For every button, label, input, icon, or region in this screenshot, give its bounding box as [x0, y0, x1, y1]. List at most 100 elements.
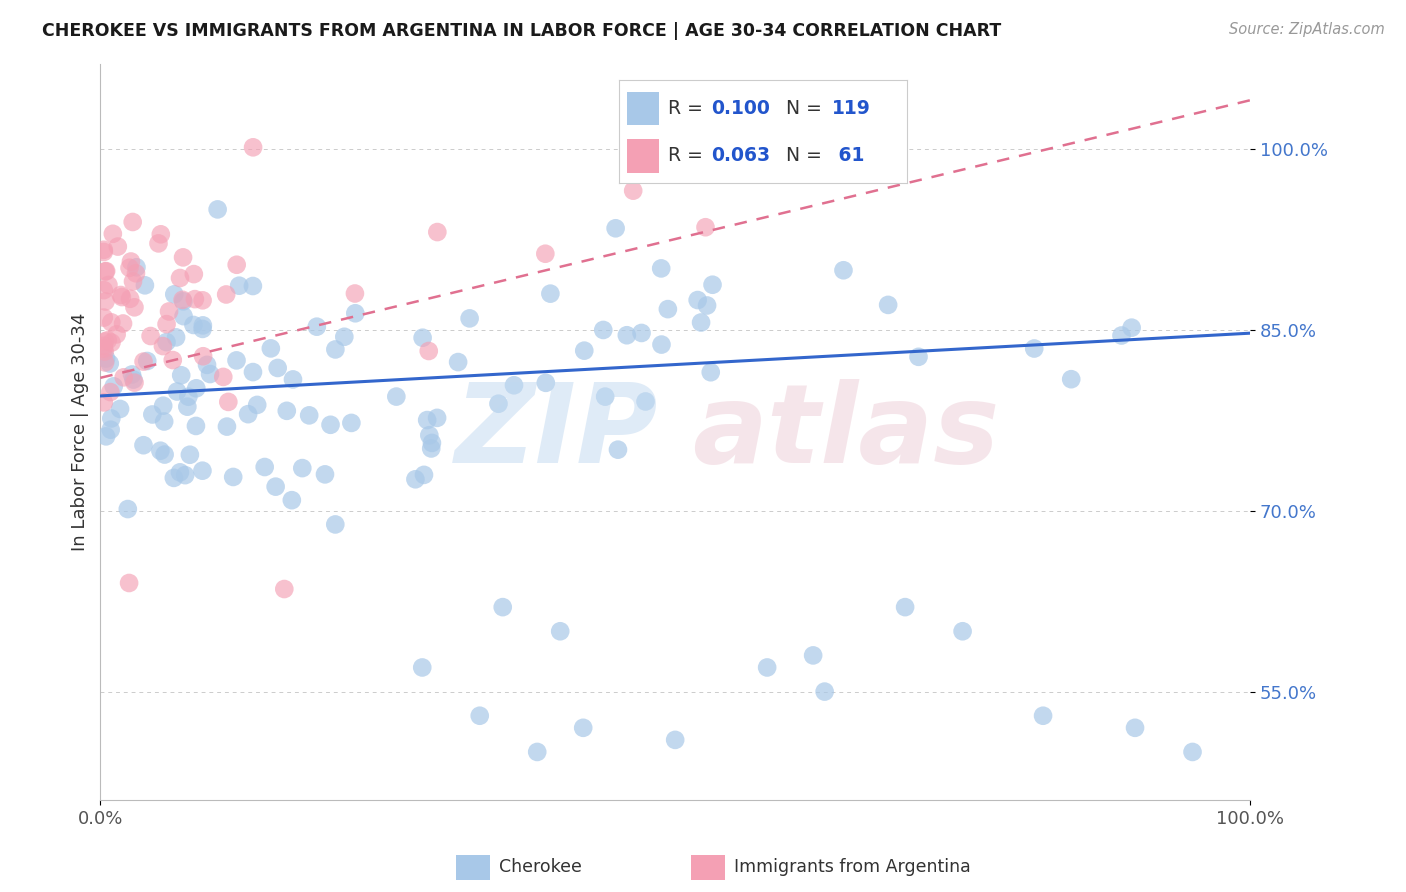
Point	[94, 355, 117, 369]
Point	[148, 236, 170, 251]
Point	[94, 264, 117, 278]
Point	[100, 423, 122, 437]
Point	[413, 467, 436, 482]
Point	[267, 361, 290, 376]
Point	[447, 355, 470, 369]
Point	[124, 301, 146, 315]
Point	[228, 278, 250, 293]
Text: Immigrants from Argentina: Immigrants from Argentina	[734, 858, 970, 877]
Point	[534, 246, 557, 260]
Point	[1060, 372, 1083, 386]
Point	[291, 461, 314, 475]
Point	[183, 267, 205, 281]
Point	[468, 708, 491, 723]
Point	[593, 390, 616, 404]
Point	[212, 370, 235, 384]
Bar	[627, 139, 659, 173]
Point	[94, 344, 117, 359]
Point	[907, 350, 929, 364]
Point	[166, 384, 188, 399]
Point	[191, 318, 214, 333]
Point	[94, 294, 117, 309]
Point	[100, 335, 122, 350]
Point	[100, 411, 122, 425]
Point	[132, 438, 155, 452]
Point	[98, 385, 121, 400]
Point	[1181, 745, 1204, 759]
Point	[155, 335, 177, 350]
Point	[488, 397, 510, 411]
Point	[686, 293, 709, 307]
Point	[281, 493, 304, 508]
Point	[172, 294, 194, 309]
Point	[172, 251, 194, 265]
Point	[420, 436, 443, 450]
Point	[93, 243, 115, 257]
Point	[121, 368, 143, 382]
Point	[426, 410, 449, 425]
Text: R =: R =	[668, 99, 709, 118]
Bar	[627, 92, 659, 126]
Text: Source: ZipAtlas.com: Source: ZipAtlas.com	[1229, 22, 1385, 37]
Point	[236, 407, 259, 421]
Point	[93, 244, 115, 259]
Text: 61: 61	[832, 146, 865, 165]
Point	[157, 304, 180, 318]
Point	[217, 395, 239, 409]
Point	[125, 266, 148, 280]
Point	[163, 287, 186, 301]
Point	[695, 220, 717, 235]
Point	[385, 390, 408, 404]
Point	[122, 275, 145, 289]
Point	[172, 293, 194, 307]
Point	[411, 660, 433, 674]
Point	[149, 227, 172, 242]
Point	[458, 311, 481, 326]
Point	[702, 277, 724, 292]
Point	[526, 745, 548, 759]
Point	[242, 140, 264, 154]
Point	[120, 254, 142, 268]
Point	[534, 376, 557, 390]
Point	[121, 215, 143, 229]
Point	[111, 290, 134, 304]
Point	[93, 342, 115, 356]
Bar	[690, 855, 724, 880]
Text: 0.100: 0.100	[711, 99, 769, 118]
Point	[105, 327, 128, 342]
Point	[139, 329, 162, 343]
Point	[877, 298, 900, 312]
Point	[344, 306, 367, 320]
Bar	[456, 855, 489, 880]
Point	[134, 278, 156, 293]
Point	[276, 404, 298, 418]
Point	[94, 334, 117, 349]
Point	[246, 398, 269, 412]
Point	[690, 316, 713, 330]
Point	[118, 260, 141, 275]
Point	[657, 302, 679, 317]
Point	[184, 419, 207, 434]
Point	[162, 353, 184, 368]
Point	[343, 286, 366, 301]
Point	[650, 337, 672, 351]
Point	[93, 283, 115, 297]
Point	[97, 333, 120, 347]
Point	[97, 277, 120, 292]
Point	[149, 443, 172, 458]
Point	[195, 358, 218, 372]
Point	[952, 624, 974, 639]
Point	[630, 326, 652, 340]
Point	[1024, 342, 1046, 356]
Text: atlas: atlas	[692, 378, 1000, 485]
Point	[174, 468, 197, 483]
Point	[173, 309, 195, 323]
Point	[634, 394, 657, 409]
Point	[96, 264, 118, 278]
Point	[112, 317, 135, 331]
Text: 0.063: 0.063	[711, 146, 770, 165]
Point	[832, 263, 855, 277]
Text: N =: N =	[786, 146, 828, 165]
Point	[340, 416, 363, 430]
Point	[198, 367, 221, 381]
